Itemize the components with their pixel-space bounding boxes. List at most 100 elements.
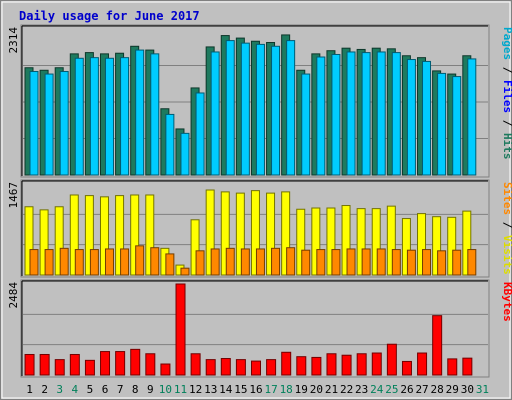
panel-kbytes: 2484 KBytes [7,279,512,378]
bar-kbytes-day-15 [235,359,246,376]
bar-files-day-16 [255,43,265,176]
bar-files-day-24 [376,51,386,176]
bar-sites-day-19 [301,249,311,276]
bar-kbytes-day-9 [145,353,156,376]
bar-kbytes-day-30 [462,357,473,376]
x-tick-label: 12 [189,383,202,396]
bar-files-day-22 [346,51,356,176]
x-tick-label: 22 [340,383,353,396]
legend-separator: / [501,60,512,80]
bar-visits-day-6 [99,196,109,276]
x-tick-label: 25 [385,383,398,396]
bar-visits-day-13 [205,189,215,276]
bar-files-day-5 [89,57,99,176]
x-tick-label: 16 [249,383,262,396]
bar-files-day-17 [271,45,281,176]
x-tick-label: 11 [174,383,187,396]
bar-sites-day-23 [361,248,371,276]
bar-visits-day-24 [371,208,381,276]
bar-visits-day-21 [326,207,336,276]
bar-sites-day-7 [120,248,130,276]
x-tick-label: 10 [159,383,172,396]
x-tick-label: 14 [219,383,233,396]
bar-files-day-23 [361,52,371,176]
bar-sites-day-21 [331,249,341,276]
bar-kbytes-day-17 [266,359,277,376]
legend-separator: / [501,113,512,133]
legend-item-pages: Pages [501,27,512,60]
panel-hits-files-pages: 2314 Pages / Files / Hits [7,24,512,178]
bar-files-day-21 [331,53,341,176]
panels-layer: 2314 Pages / Files / Hits 1467 Sites / Visi… [7,24,512,378]
x-tick-label: 9 [147,383,154,396]
bar-files-day-26 [406,59,416,176]
bar-sites-day-18 [286,247,296,276]
bar-kbytes-day-4 [69,353,80,376]
bar-sites-day-3 [59,247,69,276]
bar-files-day-13 [210,51,220,176]
bar-visits-day-22 [341,205,351,276]
bar-sites-day-2 [44,249,54,276]
bar-sites-day-16 [255,248,265,276]
chart-title: Daily usage for June 2017 [19,9,200,23]
series-kbytes [24,283,473,376]
bar-files-day-3 [59,71,69,176]
x-axis: 1 2 3 4 5 6 7 8 9 10 11 12 13 14 15 16 17 18 19 20 21 22 23 24 2… [26,383,489,396]
bar-files-day-28 [437,72,447,176]
bar-visits-day-29 [447,216,457,276]
bar-kbytes-day-18 [281,351,292,376]
series-visits [24,189,472,276]
bar-kbytes-day-12 [190,353,201,376]
bar-kbytes-day-8 [130,348,141,376]
bar-kbytes-day-27 [417,352,428,376]
bar-kbytes-day-10 [160,363,171,376]
bar-kbytes-day-23 [356,353,367,376]
bar-sites-day-20 [316,249,326,276]
bar-visits-day-30 [462,210,472,276]
bar-kbytes-day-21 [326,353,337,376]
bar-kbytes-day-29 [447,358,458,376]
legend-item-kbytes: KBytes [501,282,512,322]
series-files [29,40,477,176]
legend-item-sites: Sites [501,182,512,215]
bar-kbytes-day-11 [175,283,186,376]
bar-sites-day-24 [376,248,386,276]
bar-sites-day-17 [271,247,281,276]
bar-files-day-15 [240,42,250,176]
bar-kbytes-day-14 [220,358,231,376]
bar-files-day-20 [316,56,326,176]
bar-kbytes-day-5 [84,359,95,376]
bar-sites-day-28 [437,250,447,276]
bar-kbytes-day-7 [115,351,126,376]
bar-files-day-10 [165,113,175,176]
bar-visits-day-15 [235,192,245,276]
panel-visits-sites: 1467 Sites / Visits [7,179,512,278]
bar-files-day-6 [104,57,114,176]
bar-visits-day-12 [190,219,200,276]
bar-kbytes-day-24 [371,352,382,376]
bar-visits-day-23 [356,208,366,276]
x-tick-label: 20 [310,383,323,396]
bar-files-day-7 [120,57,130,176]
bar-files-day-2 [44,73,54,176]
bar-sites-day-1 [29,249,39,276]
bar-visits-day-17 [266,192,276,276]
bar-sites-day-4 [74,249,84,276]
legend-text: Sites / Visits [501,182,512,275]
bar-files-day-9 [150,53,160,176]
bar-kbytes-day-3 [54,359,65,376]
bar-files-day-12 [195,92,205,176]
bar-sites-day-26 [406,249,416,276]
bar-files-day-25 [391,52,401,176]
bar-visits-day-26 [401,218,411,276]
bar-files-day-8 [135,49,145,176]
x-tick-label: 29 [446,383,459,396]
x-tick-label: 17 [264,383,277,396]
bar-kbytes-day-28 [432,315,443,376]
x-tick-label: 21 [325,383,338,396]
bar-visits-day-27 [417,213,427,276]
x-tick-label: 5 [87,383,94,396]
bar-visits-day-20 [311,207,321,276]
bar-visits-day-2 [39,209,49,276]
bar-files-day-1 [29,71,39,176]
